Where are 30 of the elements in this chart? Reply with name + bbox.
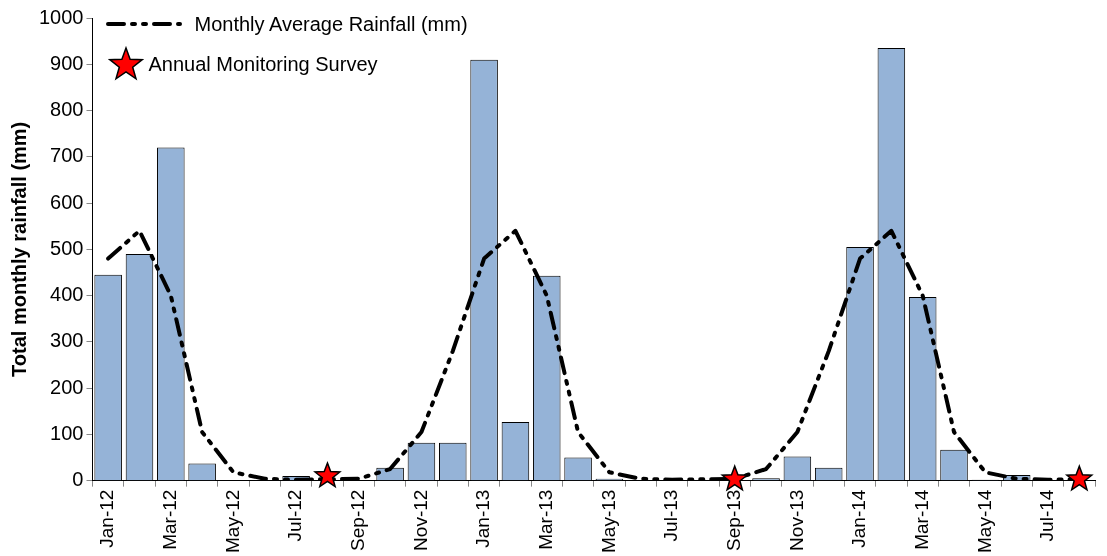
y-tick-label: 800 bbox=[50, 98, 84, 121]
x-tick-label: Jan-14 bbox=[848, 489, 870, 548]
y-tick-label: 900 bbox=[50, 51, 84, 74]
x-tick-label: May-14 bbox=[973, 489, 995, 553]
y-tick-label: 500 bbox=[50, 236, 84, 259]
x-tick-label: Jan-13 bbox=[472, 489, 494, 548]
x-tick-label: Mar-14 bbox=[910, 489, 932, 550]
x-tick-label: Jul-13 bbox=[660, 489, 682, 542]
y-tick-label: 1000 bbox=[38, 5, 84, 28]
x-tick-label: Nov-13 bbox=[785, 489, 807, 551]
x-tick-label: Mar-13 bbox=[534, 489, 556, 550]
x-tick-label: Jul-14 bbox=[1036, 489, 1058, 542]
legend-label: Annual Monitoring Survey bbox=[148, 52, 378, 76]
y-tick-label: 400 bbox=[50, 283, 84, 306]
y-tick-label: 600 bbox=[50, 190, 84, 213]
y-axis-title: Total monthly rainfall (mm) bbox=[7, 121, 30, 377]
legend-label: Monthly Average Rainfall (mm) bbox=[194, 12, 468, 36]
x-tick-label: Sep-12 bbox=[347, 489, 369, 551]
x-tick-label: Mar-12 bbox=[159, 489, 181, 550]
y-tick-label: 700 bbox=[50, 144, 84, 167]
x-tick-label: Nov-12 bbox=[409, 489, 431, 551]
x-tick-label: May-12 bbox=[221, 489, 243, 553]
x-tick-label: Jan-12 bbox=[96, 489, 118, 548]
x-tick-label: May-13 bbox=[597, 489, 619, 553]
y-tick-label: 300 bbox=[50, 329, 84, 352]
y-tick-label: 100 bbox=[50, 421, 84, 444]
x-tick-label: Jul-12 bbox=[284, 489, 306, 542]
x-tick-label: Sep-13 bbox=[722, 489, 744, 551]
y-tick-label: 0 bbox=[72, 468, 84, 491]
y-tick-label: 200 bbox=[50, 375, 84, 398]
